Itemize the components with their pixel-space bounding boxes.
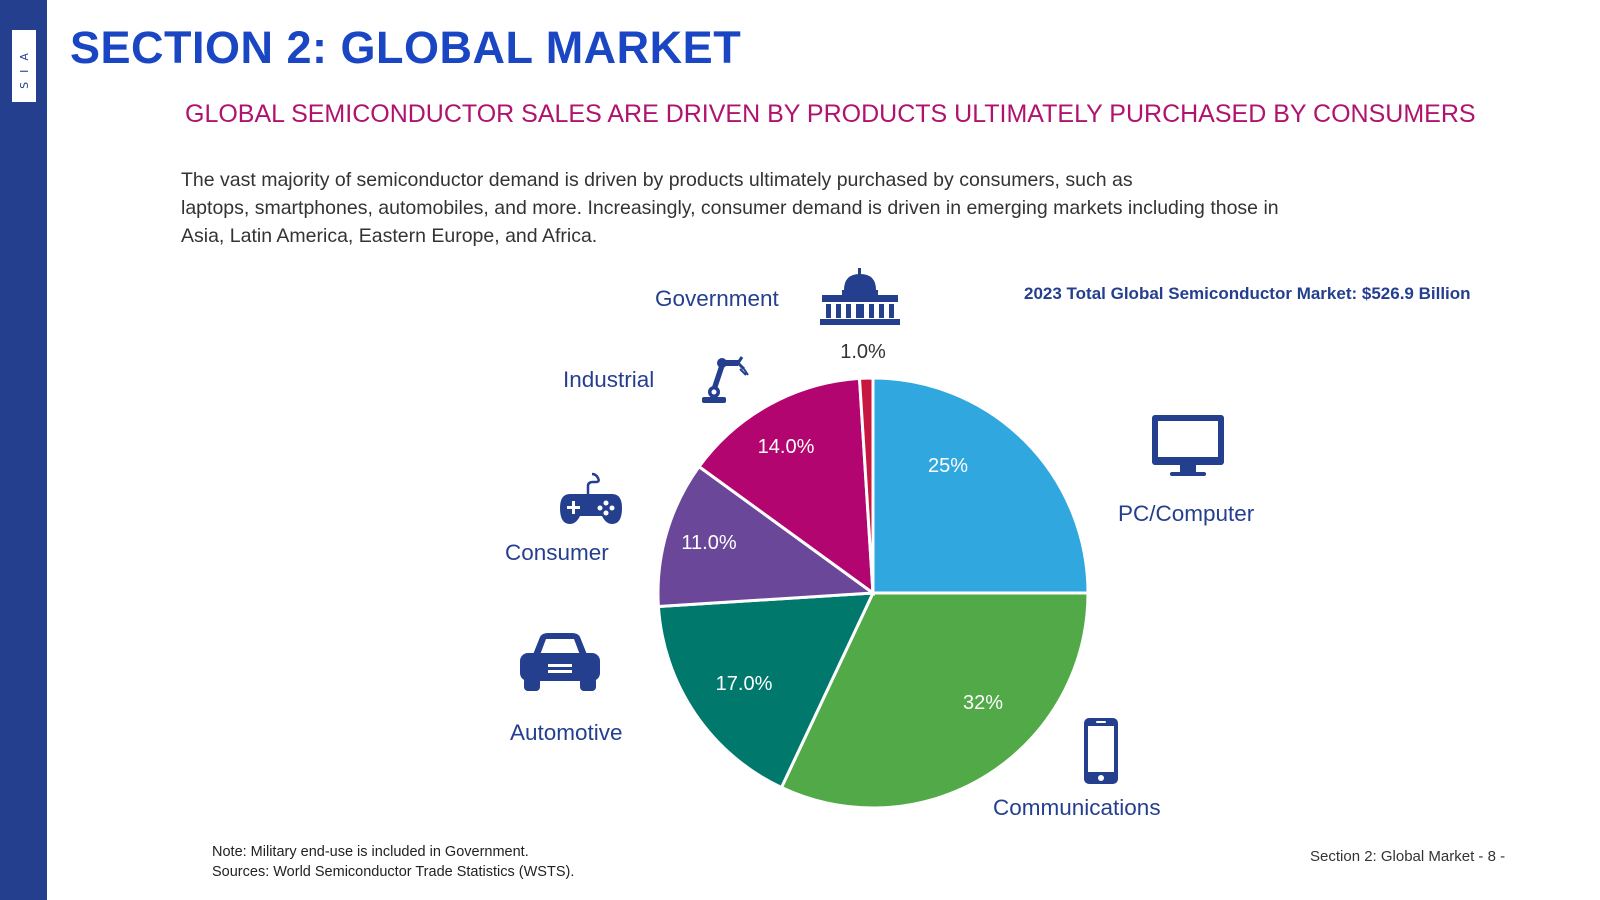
pie-slice-industrial: [696, 376, 875, 597]
pie-slice-communications: [779, 591, 1090, 810]
chart-title: 2023 Total Global Semiconductor Market: …: [1024, 284, 1471, 303]
page-subtitle: GLOBAL SEMICONDUCTOR SALES ARE DRIVEN BY…: [185, 100, 1476, 128]
footnote-note: Note: Military end-use is included in Go…: [212, 844, 529, 860]
data-label-automotive: 17.0%: [716, 673, 773, 695]
footnote-sources: Sources: World Semiconductor Trade Stati…: [212, 864, 575, 880]
car-icon: [520, 633, 600, 691]
desktop-monitor-icon: [1152, 415, 1224, 476]
label-government: Government: [655, 286, 779, 311]
game-controller-icon: [560, 472, 622, 524]
sidebar: SIA: [0, 0, 47, 900]
pie-slice-government: [857, 376, 875, 594]
smartphone-icon: [1084, 718, 1118, 784]
data-label-industrial: 14.0%: [758, 436, 815, 458]
label-automotive: Automotive: [510, 720, 623, 745]
data-label-communications: 32%: [963, 692, 1003, 714]
label-pc-computer: PC/Computer: [1118, 501, 1255, 526]
sia-logo: SIA: [12, 30, 36, 102]
pie-slice-pc-computer: [871, 376, 1090, 595]
data-label-pc-computer: 25%: [928, 455, 968, 477]
label-communications: Communications: [993, 795, 1161, 820]
footnote: Note: Military end-use is included in Go…: [212, 842, 574, 882]
pie-slice-consumer: [656, 464, 878, 609]
page-footer: Section 2: Global Market - 8 -: [1310, 848, 1506, 865]
robot-arm-icon: [702, 356, 749, 403]
page-title: SECTION 2: GLOBAL MARKET: [70, 22, 742, 73]
data-label-consumer: 11.0%: [681, 532, 736, 554]
body-line-3: Asia, Latin America, Eastern Europe, and…: [181, 225, 598, 247]
data-label-government: 1.0%: [840, 341, 886, 363]
label-industrial: Industrial: [563, 367, 655, 392]
label-consumer: Consumer: [505, 540, 609, 565]
body-line-2: laptops, smartphones, automobiles, and m…: [181, 197, 1279, 219]
pie-slice-automotive: [656, 591, 876, 790]
body-line-1: The vast majority of semiconductor deman…: [181, 169, 1133, 191]
capitol-building-icon: [820, 268, 900, 325]
body-paragraph: The vast majority of semiconductor deman…: [181, 166, 1421, 250]
